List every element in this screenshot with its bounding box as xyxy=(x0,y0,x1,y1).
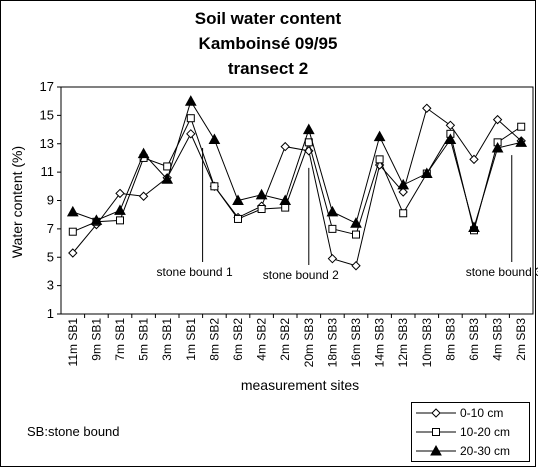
y-tick-label: 7 xyxy=(47,221,54,236)
data-point xyxy=(468,221,480,232)
data-point xyxy=(350,217,362,228)
data-point xyxy=(68,248,78,258)
data-point xyxy=(115,188,125,199)
chart-title-line-1: Soil water content xyxy=(194,9,342,28)
data-point xyxy=(279,194,292,205)
legend-label: 10-20 cm xyxy=(460,425,511,439)
x-tick-label: 3m SB1 xyxy=(160,318,174,361)
x-tick-label: 20m SB3 xyxy=(302,318,316,368)
y-tick-label: 3 xyxy=(47,278,54,293)
data-point xyxy=(445,120,456,131)
x-tick-label: 6m SB3 xyxy=(467,318,481,361)
data-point xyxy=(210,182,219,191)
data-point xyxy=(90,214,103,225)
diamond-marker-icon xyxy=(416,408,456,418)
x-tick-label: 18m SB3 xyxy=(325,318,339,368)
data-point xyxy=(116,216,124,225)
data-point xyxy=(186,129,196,139)
data-point xyxy=(208,133,221,144)
x-tick-label: 8m SB2 xyxy=(207,318,221,361)
chart-title-line-2: Kamboinsé 09/95 xyxy=(198,34,338,53)
data-point xyxy=(352,230,360,239)
data-point xyxy=(351,261,361,271)
triangle-marker-icon xyxy=(416,444,456,456)
x-tick-label: 4m SB2 xyxy=(255,318,269,361)
data-point xyxy=(444,133,457,144)
x-tick-label: 2m SB3 xyxy=(514,318,528,361)
data-point xyxy=(375,155,384,164)
data-point xyxy=(328,224,337,233)
y-axis-label: Water content (%) xyxy=(9,146,25,258)
annotation-label: stone bound 1 xyxy=(157,265,233,279)
data-point xyxy=(492,114,503,125)
data-point xyxy=(66,205,79,217)
series-line-2 xyxy=(72,99,522,230)
data-point xyxy=(255,188,268,200)
y-tick-label: 9 xyxy=(47,193,54,208)
x-tick-label: 10m SB3 xyxy=(420,318,434,368)
data-point xyxy=(327,253,338,264)
data-point xyxy=(186,114,195,123)
legend-label: 0-10 cm xyxy=(460,406,504,420)
data-point xyxy=(257,205,266,214)
x-tick-label: 12m SB3 xyxy=(396,318,410,368)
data-point xyxy=(138,191,149,201)
x-tick-label: 9m SB1 xyxy=(89,318,103,361)
y-tick-label: 1 xyxy=(47,306,54,321)
data-point xyxy=(326,205,339,217)
data-point xyxy=(281,203,290,212)
x-tick-label: 2m SB2 xyxy=(278,318,292,361)
data-point xyxy=(184,95,197,106)
x-tick-label: 14m SB3 xyxy=(373,318,387,368)
x-tick-label: 11m SB1 xyxy=(66,318,80,367)
data-point xyxy=(302,123,315,135)
data-point xyxy=(469,154,479,165)
y-tick-label: 5 xyxy=(47,249,54,264)
y-tick-label: 15 xyxy=(40,107,54,122)
x-tick-label: 1m SB1 xyxy=(184,318,198,361)
data-point xyxy=(517,122,526,131)
data-point xyxy=(397,178,410,190)
annotation-label: stone bound 3 xyxy=(466,265,538,279)
chart-legend: 0-10 cm 10-20 cm 20-30 cm xyxy=(411,402,530,462)
y-tick-label: 17 xyxy=(40,79,54,94)
footnote: SB:stone bound xyxy=(27,424,120,439)
data-point xyxy=(515,136,528,147)
square-marker-icon xyxy=(416,428,456,436)
data-point xyxy=(161,173,174,184)
data-point xyxy=(420,167,433,179)
chart-title-line-3: transect 2 xyxy=(227,59,309,78)
legend-item-10-20: 10-20 cm xyxy=(412,423,529,441)
data-point xyxy=(163,162,172,171)
data-point xyxy=(491,141,504,153)
y-tick-label: 11 xyxy=(41,164,55,179)
legend-item-20-30: 20-30 cm xyxy=(412,442,529,460)
data-point xyxy=(399,209,408,218)
data-point xyxy=(114,204,126,215)
x-tick-label: 5m SB1 xyxy=(137,318,151,361)
data-point xyxy=(68,227,77,236)
annotation-label: stone bound 2 xyxy=(263,268,339,282)
x-tick-label: 4m SB3 xyxy=(491,318,505,361)
x-tick-label: 16m SB3 xyxy=(349,318,363,368)
data-point xyxy=(373,130,386,142)
x-tick-label: 7m SB1 xyxy=(113,318,127,361)
data-point xyxy=(137,147,150,159)
x-axis-label: measurement sites xyxy=(241,377,359,393)
data-point xyxy=(422,103,432,113)
data-point xyxy=(232,194,244,205)
series-line-0 xyxy=(72,107,522,267)
x-tick-label: 6m SB2 xyxy=(231,318,245,361)
data-point xyxy=(234,214,242,223)
x-tick-label: 8m SB3 xyxy=(443,318,457,361)
legend-item-0-10: 0-10 cm xyxy=(412,404,529,422)
data-point xyxy=(398,187,408,197)
legend-label: 20-30 cm xyxy=(460,444,511,458)
data-point xyxy=(280,141,290,152)
y-tick-label: 13 xyxy=(40,136,54,151)
